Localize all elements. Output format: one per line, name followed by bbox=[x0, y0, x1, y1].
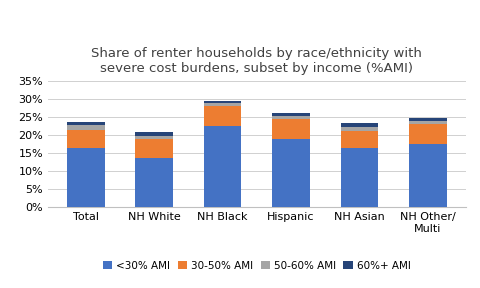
Bar bbox=[409, 124, 446, 144]
Bar bbox=[272, 119, 310, 139]
Bar bbox=[135, 158, 173, 207]
Bar bbox=[67, 148, 105, 207]
Bar bbox=[67, 130, 105, 148]
Bar bbox=[135, 136, 173, 139]
Title: Share of renter households by race/ethnicity with
severe cost burdens, subset by: Share of renter households by race/ethni… bbox=[91, 47, 422, 75]
Legend: <30% AMI, 30-50% AMI, 50-60% AMI, 60%+ AMI: <30% AMI, 30-50% AMI, 50-60% AMI, 60%+ A… bbox=[103, 261, 411, 271]
Bar bbox=[409, 118, 446, 121]
Bar bbox=[67, 122, 105, 125]
Bar bbox=[204, 101, 241, 103]
Bar bbox=[67, 125, 105, 130]
Bar bbox=[135, 139, 173, 158]
Bar bbox=[341, 148, 378, 207]
Bar bbox=[341, 123, 378, 127]
Bar bbox=[204, 103, 241, 106]
Bar bbox=[409, 121, 446, 124]
Bar bbox=[272, 113, 310, 116]
Bar bbox=[409, 144, 446, 207]
Bar bbox=[272, 139, 310, 207]
Bar bbox=[135, 132, 173, 136]
Bar bbox=[341, 131, 378, 148]
Bar bbox=[272, 116, 310, 119]
Bar bbox=[341, 127, 378, 131]
Bar bbox=[204, 126, 241, 207]
Bar bbox=[204, 106, 241, 126]
